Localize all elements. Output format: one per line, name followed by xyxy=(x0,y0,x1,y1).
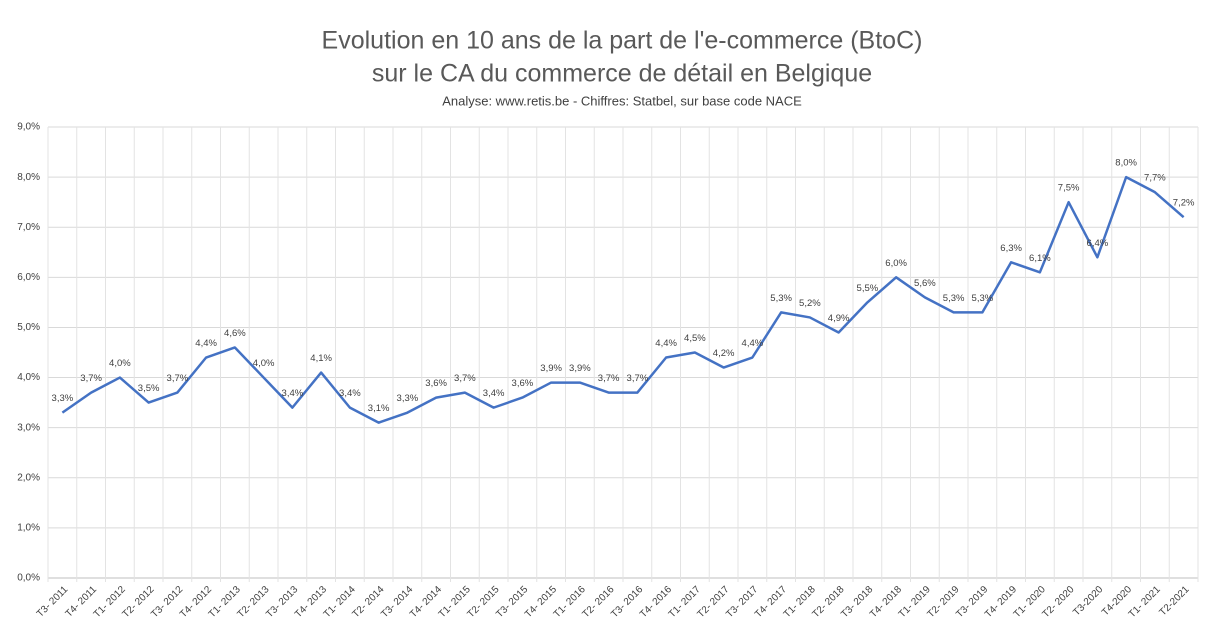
chart-subtitle: Analyse: www.retis.be - Chiffres: Statbe… xyxy=(442,93,802,108)
data-label: 5,5% xyxy=(857,283,879,294)
data-label: 7,5% xyxy=(1058,183,1080,194)
data-label: 4,4% xyxy=(742,338,764,349)
data-label: 6,3% xyxy=(1000,243,1022,254)
data-label: 6,0% xyxy=(885,258,907,269)
y-tick-label: 4,0% xyxy=(17,372,40,383)
data-label: 5,6% xyxy=(914,278,936,289)
chart-title: sur le CA du commerce de détail en Belgi… xyxy=(372,60,872,88)
chart-title: Evolution en 10 ans de la part de l'e-co… xyxy=(322,27,923,55)
x-tick-label: T3-2020 xyxy=(1071,584,1105,618)
y-tick-label: 2,0% xyxy=(17,472,40,483)
data-label: 3,9% xyxy=(569,363,591,374)
data-label: 3,7% xyxy=(598,373,620,384)
data-label: 3,1% xyxy=(368,403,390,414)
x-tick-label: T2- 2020 xyxy=(1041,584,1077,620)
y-tick-label: 0,0% xyxy=(17,573,40,584)
y-tick-label: 3,0% xyxy=(17,422,40,433)
data-label: 4,6% xyxy=(224,328,246,339)
data-label: 3,3% xyxy=(52,393,74,404)
y-tick-label: 1,0% xyxy=(17,523,40,534)
data-label: 3,7% xyxy=(627,373,649,384)
data-label: 3,7% xyxy=(167,373,189,384)
data-label: 3,4% xyxy=(282,388,304,399)
data-label: 3,6% xyxy=(512,378,534,389)
data-label: 7,7% xyxy=(1144,173,1166,184)
y-tick-label: 6,0% xyxy=(17,272,40,283)
data-label: 4,4% xyxy=(655,338,677,349)
data-label: 7,2% xyxy=(1173,198,1195,209)
data-label: 6,1% xyxy=(1029,253,1051,264)
data-label: 4,4% xyxy=(195,338,217,349)
data-label: 4,2% xyxy=(713,348,735,359)
data-line xyxy=(61,175,1185,424)
data-label: 5,3% xyxy=(972,293,994,304)
data-label: 6,4% xyxy=(1087,238,1109,249)
data-label: 3,4% xyxy=(339,388,361,399)
data-label: 5,2% xyxy=(799,298,821,309)
data-label: 4,5% xyxy=(684,333,706,344)
x-tick-label: T2-2021 xyxy=(1157,584,1191,618)
y-tick-label: 8,0% xyxy=(17,172,40,183)
data-label: 3,7% xyxy=(80,373,102,384)
data-label: 3,6% xyxy=(425,378,447,389)
y-tick-label: 5,0% xyxy=(17,322,40,333)
data-label: 3,7% xyxy=(454,373,476,384)
data-label: 4,0% xyxy=(109,358,131,369)
data-label: 5,3% xyxy=(770,293,792,304)
data-label: 3,3% xyxy=(397,393,419,404)
data-label: 4,0% xyxy=(253,358,275,369)
x-tick-label: T1- 2021 xyxy=(1127,584,1163,620)
data-label: 4,1% xyxy=(310,353,332,364)
data-label: 3,9% xyxy=(540,363,562,374)
data-label: 5,3% xyxy=(943,293,965,304)
data-label: 3,5% xyxy=(138,383,160,394)
data-label: 8,0% xyxy=(1115,158,1137,169)
data-label: 3,4% xyxy=(483,388,505,399)
y-tick-label: 7,0% xyxy=(17,222,40,233)
y-tick-label: 9,0% xyxy=(17,122,40,133)
data-label: 4,9% xyxy=(828,313,850,324)
